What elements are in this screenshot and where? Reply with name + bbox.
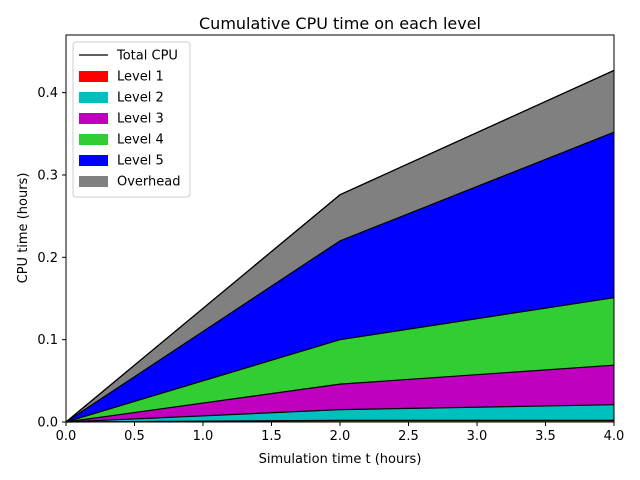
x-tick-label: 3.5 xyxy=(535,429,556,444)
legend-label-level-3: Level 3 xyxy=(117,112,164,127)
x-axis-label: Simulation time t (hours) xyxy=(259,452,422,467)
x-tick-label: 0.0 xyxy=(56,429,77,444)
legend-swatch-level-3 xyxy=(79,113,108,124)
legend-label-total-cpu: Total CPU xyxy=(116,49,178,64)
area-series-group xyxy=(66,70,614,423)
boundary-level-4 xyxy=(65,297,615,423)
x-tick-label: 1.0 xyxy=(193,429,214,444)
total-cpu-line xyxy=(65,69,615,423)
x-tick-label: 0.5 xyxy=(124,429,145,444)
chart-title: Cumulative CPU time on each level xyxy=(199,14,481,33)
area-level-2 xyxy=(66,404,614,422)
boundary-level-5 xyxy=(65,131,615,423)
legend-label-level-4: Level 4 xyxy=(117,133,164,148)
x-tick-label: 2.5 xyxy=(398,429,419,444)
y-tick-label: 0.1 xyxy=(37,333,58,348)
legend-label-overhead: Overhead xyxy=(117,175,181,190)
legend-swatch-level-2 xyxy=(79,92,108,103)
y-axis-label: CPU time (hours) xyxy=(16,173,31,284)
x-axis: 0.0 0.5 1.0 1.5 2.0 2.5 3.0 3.5 4.0 xyxy=(56,422,625,444)
legend-label-level-5: Level 5 xyxy=(117,154,164,169)
boundary-level-2 xyxy=(65,404,615,423)
area-level-3 xyxy=(66,365,614,422)
legend-label-level-2: Level 2 xyxy=(117,91,164,106)
x-tick-label: 3.0 xyxy=(467,429,488,444)
boundary-level-3 xyxy=(65,364,615,423)
y-tick-label: 0.4 xyxy=(37,86,58,101)
legend: Total CPU Level 1 Level 2 Level 3 Level 4 Lev… xyxy=(72,41,191,198)
y-tick-label: 0.0 xyxy=(37,416,58,431)
area-overhead xyxy=(66,70,614,423)
boundary-lines-group xyxy=(65,69,615,423)
boundary-level-1 xyxy=(65,419,614,423)
legend-label-level-1: Level 1 xyxy=(117,70,164,85)
x-tick-label: 4.0 xyxy=(604,429,625,444)
legend-swatch-level-1 xyxy=(79,71,108,82)
legend-swatch-overhead xyxy=(79,176,108,187)
y-axis: 0.0 0.1 0.2 0.3 0.4 xyxy=(37,86,66,431)
y-tick-label: 0.2 xyxy=(37,251,58,266)
area-level-5 xyxy=(66,132,614,423)
legend-swatch-level-5 xyxy=(79,155,108,166)
area-level-4 xyxy=(66,297,614,422)
x-tick-label: 1.5 xyxy=(261,429,282,444)
legend-swatch-level-4 xyxy=(79,134,108,145)
x-tick-label: 2.0 xyxy=(330,429,351,444)
y-tick-label: 0.3 xyxy=(37,168,58,183)
